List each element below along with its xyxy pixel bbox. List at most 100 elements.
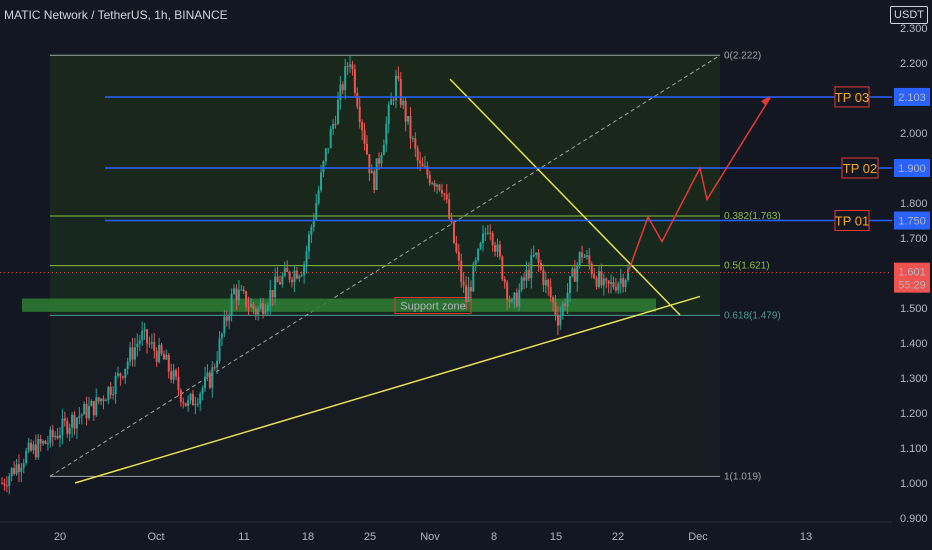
candle-body xyxy=(8,476,11,487)
candle-body xyxy=(175,370,178,377)
candle-body xyxy=(90,401,93,407)
candle-body xyxy=(146,329,149,344)
candle-body xyxy=(542,269,545,286)
price-tick-label: 1.700 xyxy=(900,233,928,245)
candle-body xyxy=(271,289,274,298)
candle-body xyxy=(465,285,468,302)
candle-body xyxy=(117,373,120,376)
candle-body xyxy=(583,257,586,259)
candle-body xyxy=(361,121,364,131)
candle-body xyxy=(539,262,542,270)
candle-body xyxy=(46,443,49,445)
candle-body xyxy=(467,287,470,302)
candle-body xyxy=(136,343,139,348)
currency-badge[interactable]: USDT xyxy=(890,6,928,24)
candle-body xyxy=(107,386,110,401)
candle-body xyxy=(80,414,83,417)
time-tick-label: 8 xyxy=(491,531,497,543)
candle-body xyxy=(530,255,533,279)
candle-body xyxy=(66,420,69,434)
candle-body xyxy=(71,414,74,428)
candle-body xyxy=(358,106,361,122)
candle-body xyxy=(549,286,552,298)
candle-body xyxy=(68,427,71,434)
candle-body xyxy=(382,144,385,155)
candle-body xyxy=(448,199,451,219)
candle-body xyxy=(225,316,228,321)
time-tick-label: 11 xyxy=(238,531,249,543)
candle-body xyxy=(30,442,33,451)
candle-body xyxy=(602,278,605,286)
candle-body xyxy=(525,269,528,281)
symbol-title: MATIC Network / TetherUS, 1h, BINANCE xyxy=(4,8,228,22)
candle-body xyxy=(351,64,354,70)
price-tick-label: 1.400 xyxy=(900,338,928,350)
candle-body xyxy=(42,440,45,444)
candle-body xyxy=(590,263,593,275)
candle-body xyxy=(182,401,185,403)
fib-label: 0.5(1.621) xyxy=(724,261,770,272)
candle-body xyxy=(346,66,349,68)
tp-price-text: 1.750 xyxy=(898,216,926,228)
candle-body xyxy=(20,467,23,473)
candle-body xyxy=(49,429,52,444)
candle-body xyxy=(247,306,250,308)
candle-body xyxy=(537,252,540,263)
candle-body xyxy=(131,347,134,360)
candle-body xyxy=(13,468,16,474)
candle-body xyxy=(462,281,465,286)
candle-body xyxy=(407,115,410,122)
candle-body xyxy=(392,99,395,101)
candle-body xyxy=(416,148,419,161)
candle-body xyxy=(380,154,383,164)
candle-body xyxy=(300,275,303,277)
candle-body xyxy=(170,371,173,380)
time-tick-label: Oct xyxy=(147,531,164,543)
candle-body xyxy=(37,439,40,458)
candle-body xyxy=(568,276,571,293)
candle-body xyxy=(75,417,78,429)
candle-body xyxy=(496,244,499,252)
candle-body xyxy=(61,418,64,436)
candle-body xyxy=(506,282,509,300)
descending-trendline xyxy=(449,78,681,316)
candle-body xyxy=(438,184,441,190)
candle-body xyxy=(365,143,368,155)
support-zone-text: Support zone xyxy=(400,301,465,313)
candle-body xyxy=(443,193,446,195)
time-tick-label: Nov xyxy=(420,531,440,543)
candle-body xyxy=(252,303,255,309)
price-tick-label: 2.000 xyxy=(900,128,928,140)
candle-body xyxy=(477,248,480,261)
candle-body xyxy=(242,289,245,292)
candle-body xyxy=(32,444,35,451)
tp-label-text: TP 02 xyxy=(843,161,877,176)
candle-body xyxy=(617,283,620,291)
candle-body xyxy=(249,303,252,308)
candle-body xyxy=(455,242,458,252)
candle-body xyxy=(155,351,158,362)
candle-body xyxy=(56,435,59,439)
candle-body xyxy=(503,279,506,283)
tp-label-box xyxy=(834,86,870,108)
candle-body xyxy=(489,232,492,234)
candle-body xyxy=(165,354,168,360)
candle-body xyxy=(320,172,323,191)
candle-body xyxy=(421,163,424,167)
candle-body xyxy=(334,123,337,125)
candle-body xyxy=(295,270,298,279)
candle-body xyxy=(100,398,103,402)
candle-body xyxy=(102,398,105,402)
candle-body xyxy=(402,100,405,105)
candle-body xyxy=(172,370,175,380)
price-tick-label: 0.900 xyxy=(900,513,928,525)
candle-body xyxy=(411,138,414,140)
candle-body xyxy=(143,329,146,332)
candle-body xyxy=(141,331,144,341)
candle-body xyxy=(498,244,501,257)
price-tick-label: 2.300 xyxy=(900,23,928,35)
candle-body xyxy=(344,66,347,91)
tp-label-text: TP 01 xyxy=(835,214,869,229)
candle-body xyxy=(619,278,622,284)
